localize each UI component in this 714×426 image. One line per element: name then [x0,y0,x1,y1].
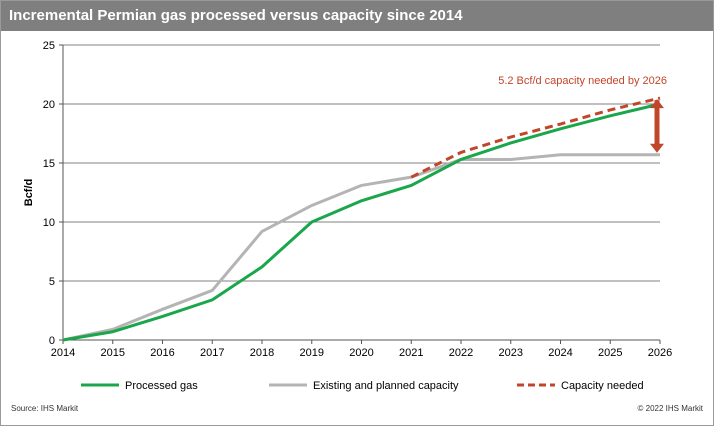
y-tick-label: 20 [43,99,55,111]
x-tick-label: 2016 [150,347,174,359]
series-line-processed-gas [62,102,661,342]
y-tick-label: 0 [49,335,55,347]
x-tick-label: 2025 [598,347,622,359]
gap-arrow-tail [650,99,664,109]
legend-label: Processed gas [125,380,198,392]
y-tick-label: 15 [43,158,55,170]
x-tick-label: 2026 [648,347,672,359]
x-tick-label: 2021 [399,347,423,359]
series-line-existing-and-planned-capacity [62,153,660,342]
x-tick-label: 2024 [548,347,572,359]
legend-label: Capacity needed [561,380,644,392]
gap-arrow-head [650,143,664,153]
annotation-label: 5.2 Bcf/d capacity needed by 2026 [498,75,667,87]
y-tick-label: 5 [49,276,55,288]
x-tick-label: 2017 [200,347,224,359]
chart-title: Incremental Permian gas processed versus… [1,1,713,31]
series-line-capacity-needed [410,96,661,179]
y-tick-label: 25 [43,40,55,52]
x-tick-label: 2015 [101,347,125,359]
x-tick-label: 2018 [250,347,274,359]
legend-label: Existing and planned capacity [313,380,459,392]
x-tick-label: 2020 [349,347,373,359]
source-note: Source: IHS Markit [11,404,79,413]
copyright-note: © 2022 IHS Markit [637,404,703,413]
x-tick-label: 2019 [300,347,324,359]
y-axis-label: Bcf/d [23,179,35,207]
x-tick-label: 2023 [499,347,523,359]
x-tick-label: 2014 [51,347,75,359]
y-tick-label: 10 [43,217,55,229]
x-tick-label: 2022 [449,347,473,359]
